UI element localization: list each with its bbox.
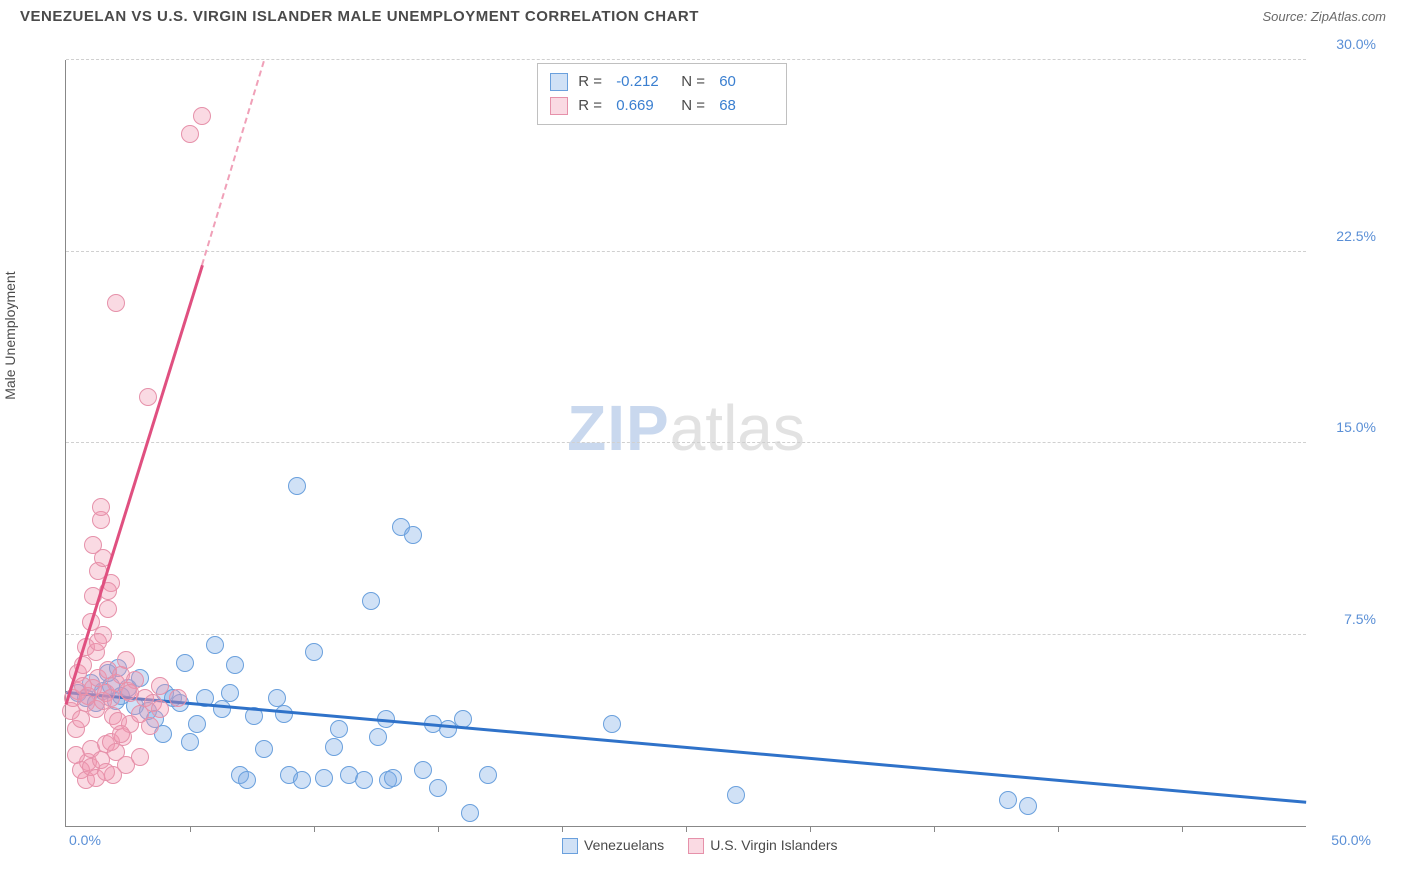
legend-row: R = -0.212 N = 60 [550,70,774,94]
legend-r-value: -0.212 [616,70,671,94]
data-point [131,748,149,766]
data-point [99,600,117,618]
series-legend: Venezuelans U.S. Virgin Islanders [562,837,838,854]
watermark: ZIPatlas [567,391,805,465]
y-tick-label: 7.5% [1344,611,1376,627]
x-tick [438,826,439,832]
data-point [92,498,110,516]
legend-row: R = 0.669 N = 68 [550,94,774,118]
data-point [293,771,311,789]
chart-area: Male Unemployment ZIPatlas R =-0.212N =6… [20,40,1386,872]
data-point [102,689,120,707]
data-point [727,786,745,804]
correlation-legend: R = -0.212 N = 60 R = 0.669 N = 68 [537,63,787,125]
data-point [384,769,402,787]
x-tick [1182,826,1183,832]
data-point [603,715,621,733]
data-point [107,294,125,312]
data-point [141,717,159,735]
data-point [97,763,115,781]
x-tick [686,826,687,832]
x-tick [314,826,315,832]
data-point [89,633,107,651]
data-point [139,388,157,406]
legend-item: U.S. Virgin Islanders [688,837,837,854]
data-point [461,804,479,822]
y-axis-label: Male Unemployment [2,271,18,399]
data-point [181,125,199,143]
watermark-atlas: atlas [670,392,805,464]
data-point [330,720,348,738]
data-point [193,107,211,125]
gridline [66,442,1306,443]
data-point [404,526,422,544]
legend-r-label: R = [578,70,606,94]
x-tick [934,826,935,832]
data-point [355,771,373,789]
chart-header: VENEZUELAN VS U.S. VIRGIN ISLANDER MALE … [0,0,1406,29]
data-point [255,740,273,758]
data-point [999,791,1017,809]
trend-line-dashed [201,61,265,266]
data-point [1019,797,1037,815]
data-point [117,651,135,669]
data-point [213,700,231,718]
data-point [315,769,333,787]
gridline [66,634,1306,635]
legend-n-value: 68 [719,94,774,118]
data-point [151,700,169,718]
data-point [121,684,139,702]
origin-label: 0.0% [69,832,101,848]
legend-r-value: 0.669 [616,94,671,118]
legend-n-label: N = [681,70,709,94]
y-tick-label: 15.0% [1336,419,1376,435]
legend-swatch [550,97,568,115]
data-point [362,592,380,610]
data-point [479,766,497,784]
legend-n-label: N = [681,94,709,118]
gridline [66,251,1306,252]
data-point [221,684,239,702]
legend-label: U.S. Virgin Islanders [710,837,837,853]
x-tick [1058,826,1059,832]
data-point [176,654,194,672]
data-point [238,771,256,789]
legend-swatch [550,73,568,91]
legend-n-value: 60 [719,70,774,94]
trend-line [65,265,204,705]
legend-r-label: R = [578,94,606,118]
data-point [429,779,447,797]
data-point [414,761,432,779]
data-point [325,738,343,756]
watermark-zip: ZIP [567,392,670,464]
data-point [151,677,169,695]
chart-title: VENEZUELAN VS U.S. VIRGIN ISLANDER MALE … [20,8,699,25]
legend-swatch [688,838,704,854]
data-point [181,733,199,751]
data-point [369,728,387,746]
plot-area: ZIPatlas R =-0.212N =60R =0.669N =68 0.0… [65,60,1306,827]
data-point [288,477,306,495]
data-point [305,643,323,661]
data-point [169,689,187,707]
legend-item: Venezuelans [562,837,664,854]
data-point [226,656,244,674]
legend-label: Venezuelans [584,837,664,853]
legend-swatch [562,838,578,854]
gridline [66,59,1306,60]
y-tick-label: 22.5% [1336,228,1376,244]
x-tick [562,826,563,832]
data-point [188,715,206,733]
chart-source: Source: ZipAtlas.com [1262,9,1386,24]
y-tick-label: 30.0% [1336,36,1376,52]
xmax-label: 50.0% [1331,832,1371,848]
data-point [206,636,224,654]
x-tick [810,826,811,832]
x-tick [190,826,191,832]
data-point [112,725,130,743]
